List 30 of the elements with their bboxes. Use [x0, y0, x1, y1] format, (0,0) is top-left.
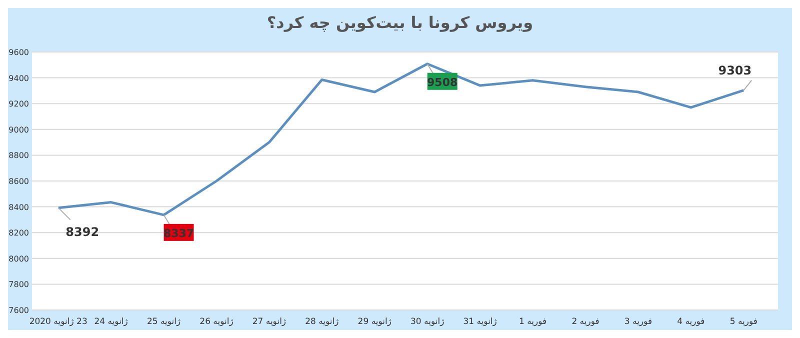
x-tick-label: ژانویه 26: [200, 317, 234, 327]
data-label: 8337: [163, 226, 194, 240]
x-tick-label: ژانویه 24: [94, 317, 128, 327]
x-tick-label: ژانویه 27: [252, 317, 286, 327]
y-tick-label: 9600: [8, 48, 29, 57]
x-tick-label: 23 ژانویه 2020: [29, 317, 88, 327]
y-tick-label: 9000: [8, 125, 29, 134]
y-tick-label: 8200: [8, 228, 29, 238]
y-tick-label: 9200: [8, 100, 29, 109]
data-label: 8392: [66, 224, 100, 239]
data-label: 9508: [427, 76, 458, 89]
x-tick-label: ژانویه 29: [358, 317, 392, 327]
y-tick-label: 8400: [8, 202, 29, 212]
y-tick-label: 9400: [8, 74, 29, 83]
y-tick-label: 8600: [8, 177, 29, 186]
x-tick-label: فوریه 5: [730, 317, 758, 327]
x-tick-label: فوریه 2: [572, 317, 600, 327]
x-tick-label: ژانویه 30: [410, 317, 444, 327]
y-tick-label: 8800: [8, 151, 29, 160]
y-tick-label: 8000: [8, 254, 29, 264]
x-tick-label: ژانویه 25: [146, 317, 181, 327]
chart-title: ویروس کرونا با بیت‌کوین چه کرد؟: [266, 13, 534, 32]
x-tick-label: فوریه 3: [624, 317, 652, 327]
y-tick-label: 7600: [8, 306, 29, 315]
x-tick-label: ژانویه 28: [305, 317, 339, 327]
x-tick-label: ژانویه 31: [463, 317, 497, 327]
x-tick-label: فوریه 1: [518, 317, 547, 327]
x-tick-label: فوریه 4: [677, 317, 705, 327]
data-label: 9303: [718, 63, 752, 78]
y-tick-label: 7800: [8, 280, 29, 290]
